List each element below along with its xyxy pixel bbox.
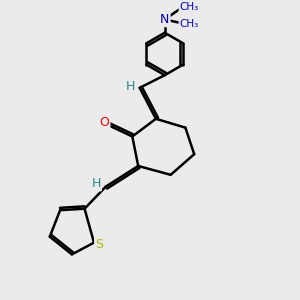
Text: H: H: [126, 80, 135, 93]
Text: O: O: [99, 116, 109, 129]
Text: CH₃: CH₃: [180, 19, 199, 29]
Text: H: H: [92, 177, 101, 190]
Text: S: S: [95, 238, 103, 251]
Text: N: N: [160, 13, 170, 26]
Text: CH₃: CH₃: [180, 2, 199, 12]
